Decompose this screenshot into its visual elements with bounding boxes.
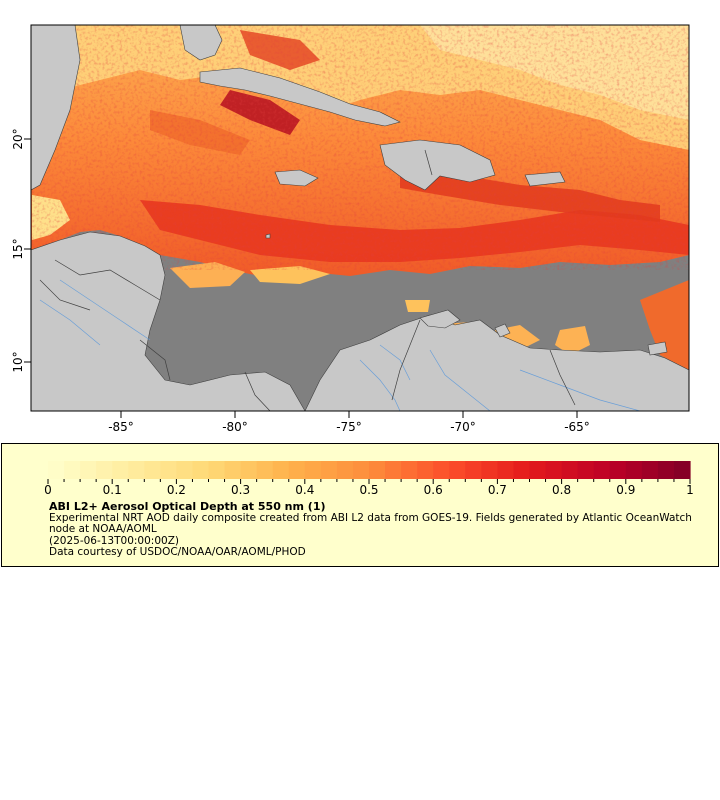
colorbar-cell [433,461,450,479]
colorbar-tick-label: 0.2 [167,483,186,497]
map-frame [30,24,690,412]
colorbar-cell [304,461,322,479]
colorbar-tick-label: 0.6 [424,483,443,497]
colorbar-cell [336,461,354,479]
colorbar-cell [465,461,482,479]
colorbar-cell [256,461,274,479]
colorbar-tick-label: 0.5 [359,483,378,497]
colorbar-cell [657,461,675,479]
colorbar-cell [80,461,97,479]
colorbar-cell [545,461,563,479]
y-tick-label: 10° [11,351,25,372]
colorbar-tick-label: 1 [686,483,694,497]
legend-description: Experimental NRT AOD daily composite cre… [49,511,692,535]
y-tick-label: 20° [11,128,25,149]
colorbar-cell [561,461,579,479]
colorbar-cell [320,461,338,479]
colorbar-cell [673,461,691,479]
colorbar-tick-label: 0 [44,483,52,497]
colorbar-tick-label: 0.9 [616,483,635,497]
aod-map: -85° -80° -75° -70° -65° 20° 15° 10° [11,24,690,434]
x-tick-label: -65° [564,420,590,434]
y-tick-label: 15° [11,238,25,259]
colorbar-cell [128,461,145,479]
colorbar-cells [48,461,691,479]
colorbar-tick-label: 0.1 [103,483,122,497]
colorbar-tick-label: 0.3 [231,483,250,497]
legend-credit: Data courtesy of USDOC/NOAA/OAR/AOML/PHO… [49,546,306,558]
colorbar-cell [64,461,81,479]
colorbar-cell [208,461,226,479]
x-tick-label: -80° [222,420,248,434]
x-tick-label: -85° [108,420,134,434]
colorbar-cell [224,461,242,479]
legend-text: ABI L2+ Aerosol Optical Depth at 550 nm … [49,501,709,559]
colorbar-cell [385,461,402,479]
colorbar-cell [48,461,65,479]
colorbar-tick-label: 0.7 [488,483,507,497]
colorbar-cell [272,461,290,479]
rivers [39,279,641,411]
legend-title: ABI L2+ Aerosol Optical Depth at 550 nm … [49,500,326,513]
colorbar-cell [288,461,306,479]
colorbar-cell [160,461,177,479]
colorbar-cell [529,461,547,479]
colorbar-cell [369,461,386,479]
land [31,25,689,411]
colorbar-cell [96,461,113,479]
colorbar-tick-label: 0.8 [552,483,571,497]
x-axis [120,411,578,418]
colorbar-cell [401,461,418,479]
colorbar-cell [449,461,466,479]
borders [39,149,576,411]
colorbar-cell [481,461,498,479]
colorbar-tick-label: 0.4 [295,483,314,497]
x-tick-label: -70° [450,420,476,434]
colorbar-cell [609,461,627,479]
y-axis [24,138,31,363]
colorbar-cell [625,461,643,479]
colorbar-cell [240,461,258,479]
legend-panel: 0 0.1 0.2 0.3 0.4 0.5 0.6 0.7 0.8 0.9 1 ABI L2+ Ae… [1,443,719,567]
colorbar-cell [176,461,194,479]
colorbar-cell [513,461,531,479]
colorbar-cell [192,461,210,479]
colorbar-cell [577,461,595,479]
colorbar-cell [593,461,611,479]
colorbar-tick-labels: 0 0.1 0.2 0.3 0.4 0.5 0.6 0.7 0.8 0.9 1 [44,483,694,497]
x-tick-label: -75° [336,420,362,434]
colorbar-cell [417,461,434,479]
colorbar: 0 0.1 0.2 0.3 0.4 0.5 0.6 0.7 0.8 0.9 1 [44,461,694,497]
legend-time: (2025-06-13T00:00:00Z) [49,534,179,547]
colorbar-cell [641,461,659,479]
colorbar-cell [497,461,515,479]
colorbar-ticks [47,479,691,484]
colorbar-cell [144,461,161,479]
colorbar-cell [112,461,129,479]
colorbar-cell [352,461,370,479]
